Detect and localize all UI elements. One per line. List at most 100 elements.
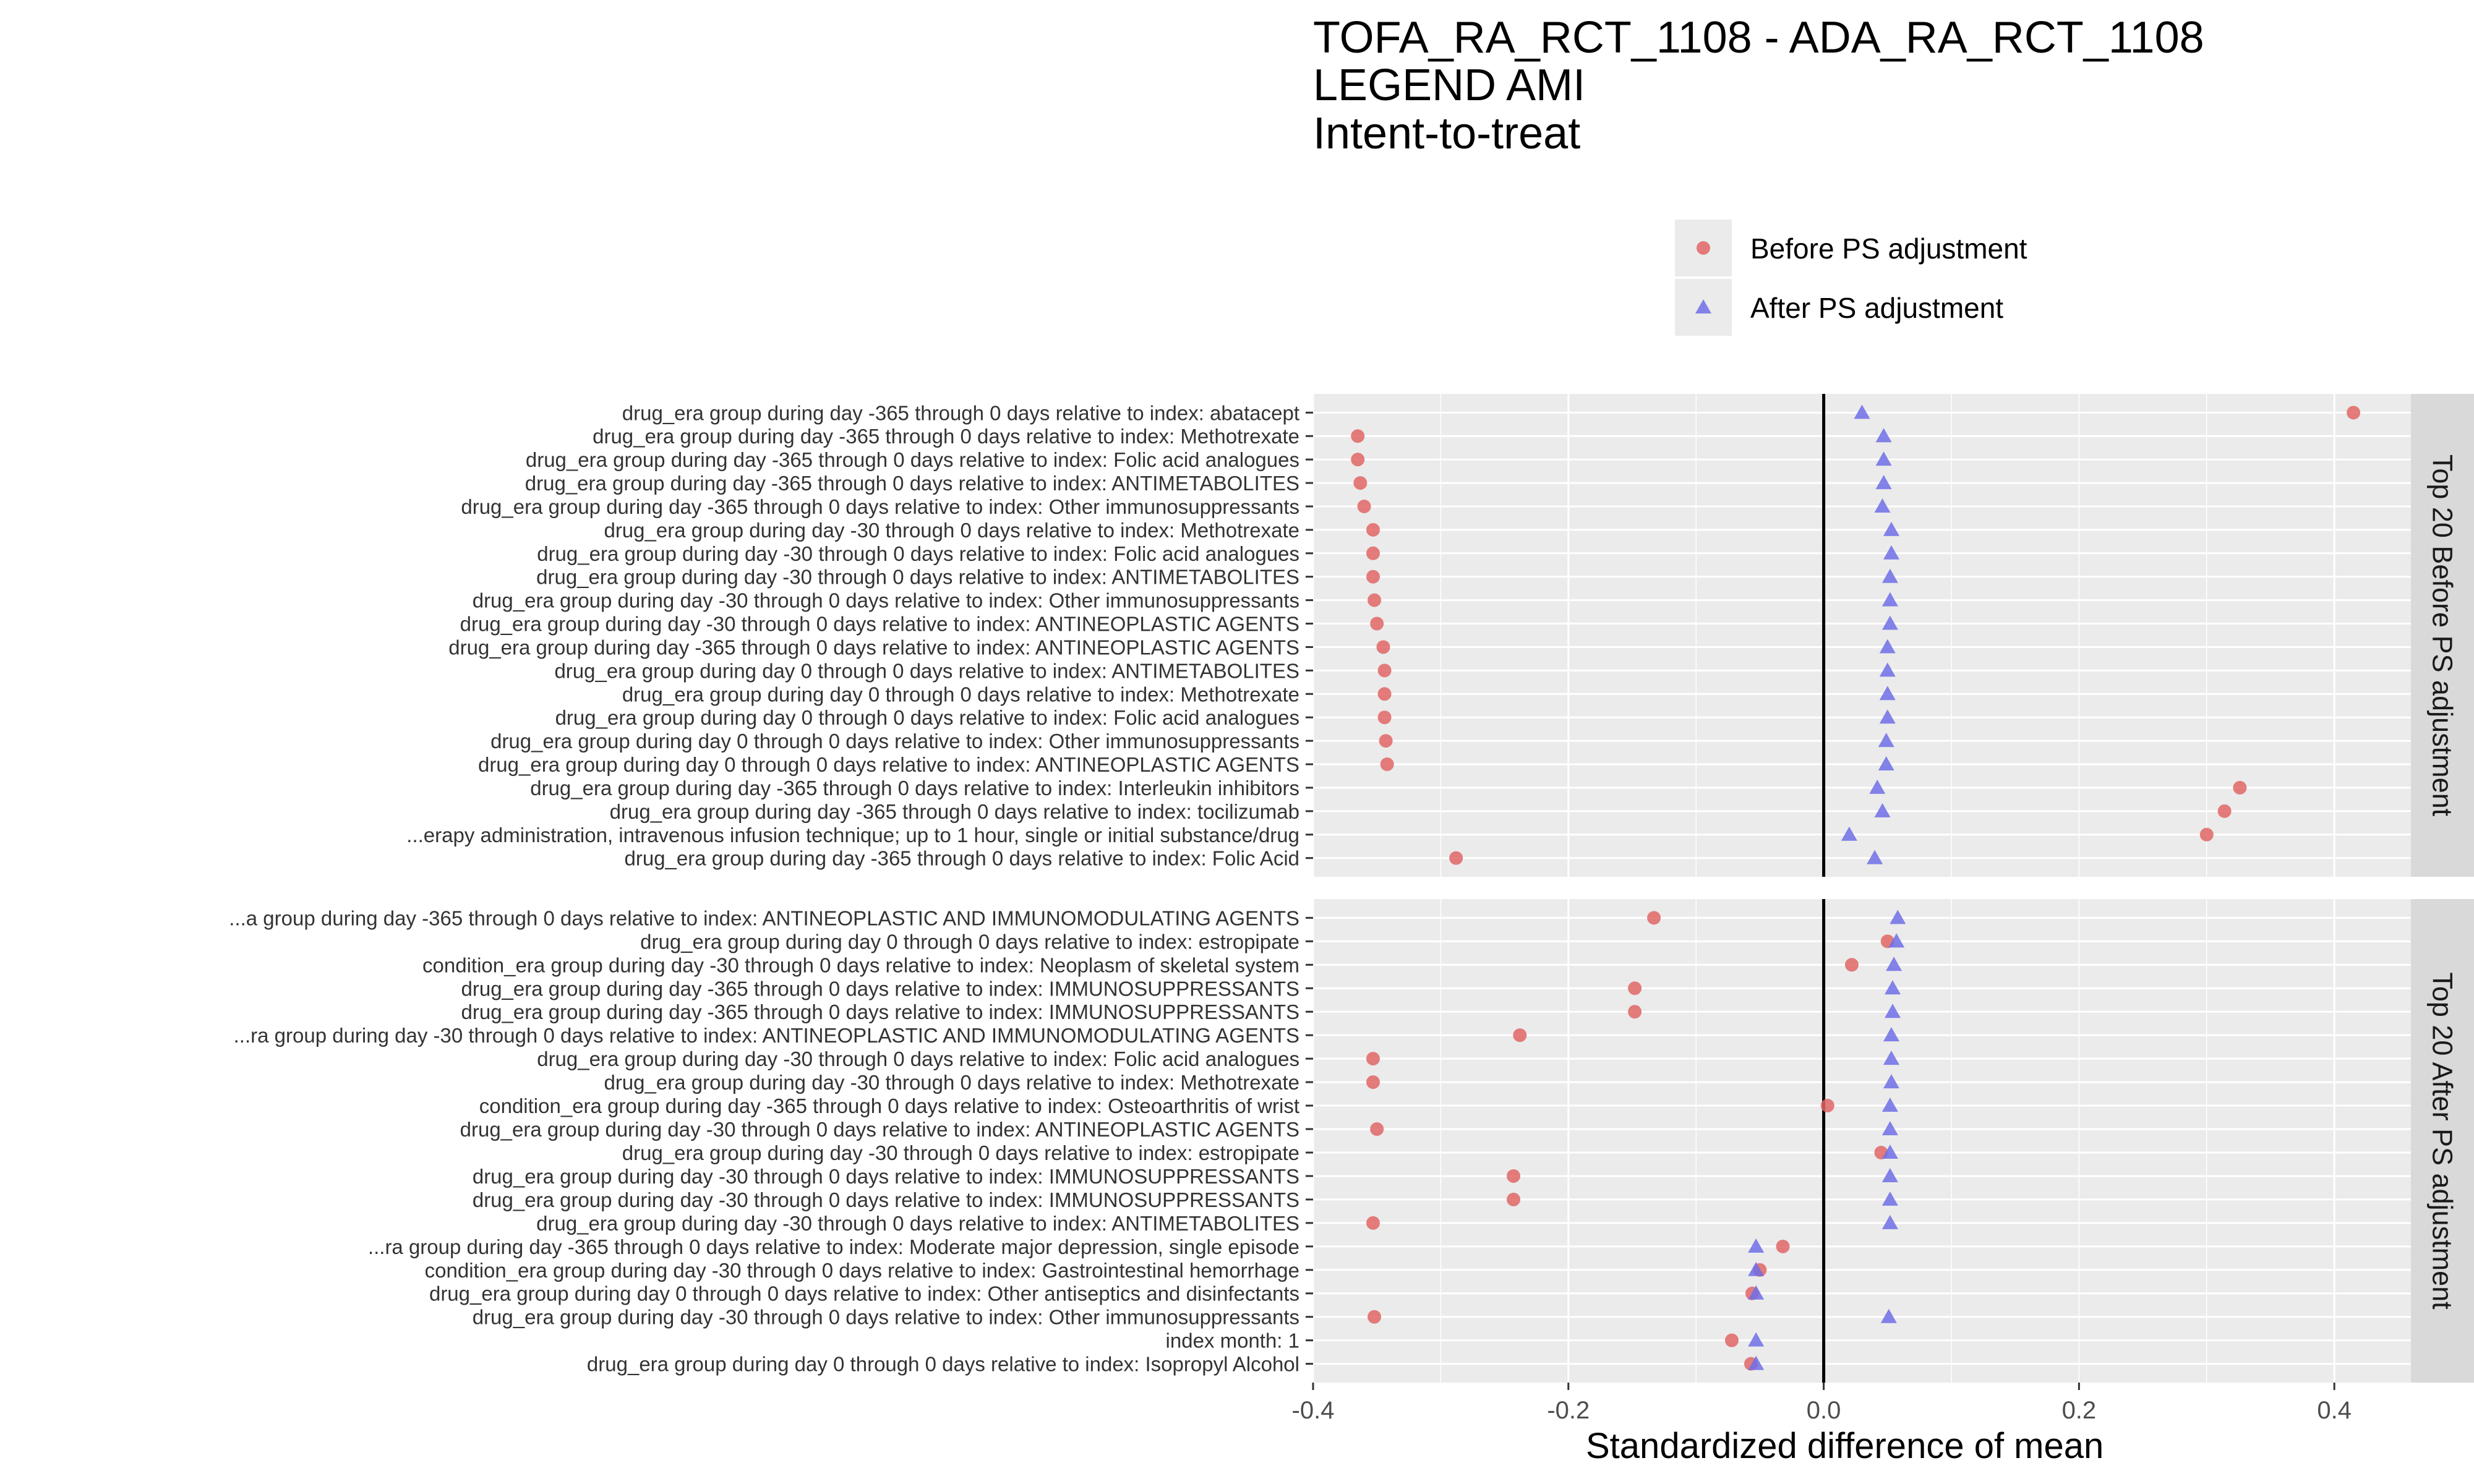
- row-label: drug_era group during day -365 through 0…: [622, 401, 1299, 424]
- row-label: drug_era group during day -365 through 0…: [525, 472, 1299, 495]
- point-before: [1377, 710, 1392, 725]
- point-after: [1883, 545, 1899, 560]
- point-before: [1351, 453, 1365, 467]
- chart-title: TOFA_RA_RCT_1108 - ADA_RA_RCT_1108: [1313, 13, 2204, 62]
- point-after: [1883, 1051, 1899, 1065]
- point-before: [1507, 1192, 1521, 1206]
- point-before: [1647, 911, 1661, 925]
- point-before: [1370, 616, 1384, 631]
- point-before: [1724, 1333, 1739, 1347]
- legend-label-after: After PS adjustment: [1750, 292, 2004, 324]
- point-after: [1748, 1261, 1765, 1276]
- x-tick-label: 0.4: [2317, 1397, 2352, 1424]
- point-before: [1377, 687, 1392, 701]
- facet-strip: [2411, 899, 2474, 1383]
- row-label: drug_era group during day 0 through 0 da…: [429, 1282, 1299, 1305]
- panel-background: [1313, 899, 2411, 1383]
- point-after: [1878, 733, 1894, 748]
- row-label: drug_era group during day 0 through 0 da…: [622, 683, 1299, 706]
- facet-strip: [2411, 394, 2474, 877]
- point-after: [1869, 779, 1886, 794]
- point-before: [1377, 663, 1392, 678]
- point-before: [1366, 522, 1380, 537]
- point-after: [1881, 1191, 1898, 1206]
- row-label: condition_era group during day -30 throu…: [422, 953, 1299, 976]
- point-after: [1885, 980, 1901, 995]
- row-label: ...a group during day -365 through 0 day…: [229, 906, 1299, 929]
- point-after: [1874, 498, 1891, 513]
- point-before: [1628, 1005, 1642, 1019]
- point-after: [1748, 1238, 1765, 1253]
- point-after: [1883, 1027, 1899, 1042]
- point-before: [1376, 640, 1390, 654]
- point-after: [1885, 1004, 1901, 1018]
- row-label: drug_era group during day 0 through 0 da…: [554, 659, 1299, 682]
- point-after: [1890, 910, 1906, 924]
- row-label: drug_era group during day -365 through 0…: [530, 777, 1299, 800]
- point-after: [1854, 404, 1870, 419]
- row-label: drug_era group during day 0 through 0 da…: [587, 1353, 1299, 1376]
- row-label: drug_era group during day -30 through 0 …: [460, 1118, 1299, 1141]
- legend-key-before: [1675, 220, 1732, 276]
- point-after: [1886, 957, 1903, 971]
- point-after: [1875, 428, 1892, 443]
- point-before: [1513, 1028, 1527, 1043]
- row-label: drug_era group during day -30 through 0 …: [473, 1188, 1299, 1211]
- point-after: [1881, 1121, 1898, 1136]
- point-before: [1368, 1310, 1382, 1324]
- point-before: [1366, 1216, 1380, 1230]
- point-after: [1841, 826, 1857, 841]
- row-label: condition_era group during day -30 throu…: [425, 1259, 1299, 1282]
- legend-key-after: [1675, 279, 1732, 336]
- point-after: [1748, 1285, 1765, 1300]
- point-after: [1888, 933, 1905, 948]
- chart-subtitle-1: LEGEND AMI: [1313, 61, 1586, 110]
- point-before: [1370, 1122, 1384, 1136]
- facet-strip-label: Top 20 After PS adjustment: [2427, 972, 2459, 1310]
- point-before: [1353, 476, 1368, 490]
- row-label: drug_era group during day -365 through 0…: [526, 448, 1299, 471]
- point-after: [1879, 662, 1896, 677]
- before-marker-icon: [1697, 241, 1710, 255]
- after-marker-icon: [1695, 299, 1711, 313]
- point-after: [1879, 709, 1896, 724]
- point-before: [1351, 429, 1365, 443]
- point-before: [1366, 1052, 1380, 1066]
- row-label: drug_era group during day -365 through 0…: [461, 495, 1299, 518]
- row-label: drug_era group during day -30 through 0 …: [604, 1071, 1299, 1094]
- legend-label-before: Before PS adjustment: [1750, 232, 2027, 265]
- row-label: drug_era group during day -365 through 0…: [625, 847, 1300, 870]
- point-after: [1867, 850, 1883, 864]
- row-label: drug_era group during day -30 through 0 …: [460, 613, 1299, 636]
- point-before: [1366, 1075, 1380, 1090]
- point-before: [2233, 780, 2247, 795]
- point-before: [1820, 1099, 1834, 1113]
- row-label: drug_era group during day -30 through 0 …: [473, 1306, 1299, 1329]
- point-before: [1368, 593, 1382, 607]
- x-tick-label: 0.2: [2062, 1397, 2097, 1424]
- point-after: [1881, 1167, 1898, 1182]
- point-after: [1883, 1074, 1899, 1089]
- chart-subtitle-2: Intent-to-treat: [1313, 109, 1581, 158]
- row-label: ...ra group during day -365 through 0 da…: [368, 1235, 1299, 1258]
- row-label: drug_era group during day -365 through 0…: [593, 425, 1299, 448]
- row-label: drug_era group during day -30 through 0 …: [473, 1165, 1299, 1188]
- point-before: [1844, 958, 1859, 972]
- row-label: drug_era group during day 0 through 0 da…: [555, 706, 1299, 729]
- row-label: drug_era group during day -30 through 0 …: [537, 542, 1299, 565]
- row-label: drug_era group during day -30 through 0 …: [622, 1141, 1299, 1164]
- row-label: index month: 1: [1166, 1329, 1299, 1352]
- row-label: drug_era group during day -365 through 0…: [461, 977, 1300, 1000]
- point-after: [1875, 451, 1892, 466]
- point-before: [1366, 546, 1380, 560]
- point-after: [1879, 639, 1896, 654]
- point-before: [1507, 1169, 1521, 1183]
- row-label: ...ra group during day -30 through 0 day…: [234, 1024, 1299, 1047]
- point-before: [1776, 1239, 1790, 1253]
- point-after: [1748, 1355, 1765, 1370]
- row-label: drug_era group during day 0 through 0 da…: [478, 753, 1299, 776]
- point-before: [2217, 804, 2232, 818]
- point-before: [2199, 827, 2214, 842]
- point-after: [1875, 475, 1892, 490]
